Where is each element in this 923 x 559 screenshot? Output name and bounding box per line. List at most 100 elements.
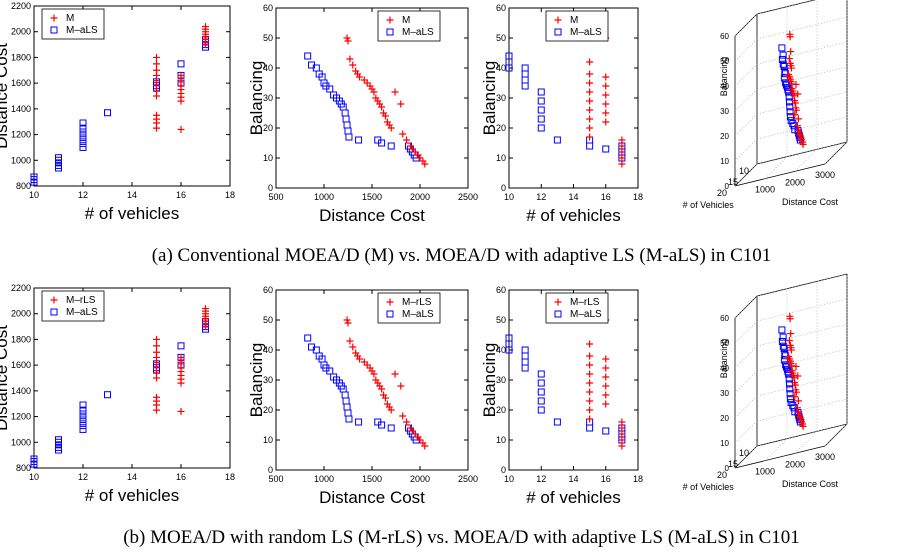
legend-label-1: M–rLS <box>66 295 96 306</box>
x-tick-label: 10 <box>29 472 39 482</box>
legend-label-2: M–aLS <box>570 309 602 320</box>
vehicle-tick-label: 10 <box>739 448 749 458</box>
y-tick-label: 60 <box>496 3 506 13</box>
y-axis-label: Balancing <box>719 57 729 97</box>
x-axis-label: # of vehicles <box>85 486 180 505</box>
y-axis-label: Balancing <box>247 343 266 418</box>
y-tick-label: 0 <box>268 183 273 193</box>
x-tick-label: 16 <box>176 190 186 200</box>
panel-a-2: 500 1000 1500 2000 25000102030405060Distance… <box>247 3 478 225</box>
y-tick-label: 1800 <box>11 52 31 62</box>
x-tick-label: 10 <box>504 192 514 202</box>
x-tick-label: 12 <box>536 474 546 484</box>
legend-label-1: M <box>570 15 578 26</box>
x-tick-label: 1000 <box>314 192 334 202</box>
x-tick-label: 18 <box>225 190 235 200</box>
y-tick-label: 60 <box>263 3 273 13</box>
x-axis-label: Distance Cost <box>319 206 425 225</box>
grid-line <box>735 396 757 418</box>
x-axis-label: Distance Cost <box>319 488 425 507</box>
y-tick-label: 50 <box>496 33 506 43</box>
legend: M–rLSM–aLS <box>42 291 104 321</box>
caption-a: (a) Conventional MOEA/D (M) vs. MOEA/D w… <box>0 245 923 267</box>
grid-line <box>757 324 847 346</box>
grid-line <box>765 157 787 179</box>
grid-line <box>757 67 847 89</box>
x-tick-label: 3000 <box>815 452 835 462</box>
legend-label-1: M–rLS <box>570 297 600 308</box>
y-tick-label: 10 <box>496 435 506 445</box>
axis-edge <box>757 0 847 14</box>
grid-line <box>735 321 757 343</box>
x-tick-label: 1000 <box>755 185 775 195</box>
panel-b-1: 10 12 14 16 18 800 1000 1200 1400 1600 1800 2000 220… <box>0 283 235 505</box>
x-tick-label: 500 <box>268 474 283 484</box>
grid-line <box>795 431 817 453</box>
grid-line <box>765 439 787 461</box>
grid-line <box>757 17 847 39</box>
legend-label-1: M <box>402 15 410 26</box>
grid-line <box>757 42 847 64</box>
y-tick-label: 1000 <box>11 155 31 165</box>
x-tick-label: 2000 <box>785 177 805 187</box>
panel-b-2: 500 1000 1500 2000 25000102030405060Distance… <box>247 285 478 507</box>
x-tick-label: 16 <box>601 474 611 484</box>
x-tick-label: 16 <box>176 472 186 482</box>
x-tick-label: 2000 <box>785 459 805 469</box>
grid-line <box>757 92 847 114</box>
y-tick-label: 60 <box>496 285 506 295</box>
y-tick-label: 2000 <box>11 309 31 319</box>
vehicle-tick-label: 10 <box>739 166 749 176</box>
x-tick-label: 10 <box>29 190 39 200</box>
legend-label-1: M–rLS <box>402 297 432 308</box>
point-plus <box>787 330 794 337</box>
y-axis-label: Balancing <box>719 339 729 379</box>
point-square <box>779 45 785 51</box>
y-tick-label: 800 <box>16 181 31 191</box>
legend: MM–aLS <box>546 11 608 41</box>
z-tick-label: 20 <box>720 132 729 141</box>
point-plus <box>786 337 793 344</box>
grid-line <box>735 64 757 86</box>
y-tick-label: 800 <box>16 463 31 473</box>
vehicle-tick-label: 20 <box>717 470 727 480</box>
y-tick-label: 10 <box>263 435 273 445</box>
z-tick-label: 10 <box>720 439 729 448</box>
x-tick-label: 2500 <box>458 192 478 202</box>
grid-line <box>735 39 757 61</box>
x-tick-label: 18 <box>633 192 643 202</box>
x-tick-label: 1500 <box>362 474 382 484</box>
x-tick-label: 1000 <box>755 467 775 477</box>
point-square <box>779 327 785 333</box>
legend-label-2: M–aLS <box>402 309 434 320</box>
y-axis-label: Distance Cost <box>0 325 11 431</box>
z-tick-label: 30 <box>720 107 729 116</box>
x-tick-label: 14 <box>568 474 578 484</box>
z-tick-label: 60 <box>720 32 729 41</box>
x-tick-label: 18 <box>633 474 643 484</box>
y-axis-label: Distance Cost <box>0 43 11 149</box>
panel-b-3: 10 12 14 16 180102030405060# of vehiclesBala… <box>480 285 643 507</box>
panel-a-1: 10 12 14 16 18800100012001400160018002000220… <box>0 1 235 223</box>
grid-line <box>757 0 847 14</box>
y-tick-label: 2200 <box>11 1 31 11</box>
y-tick-label: 1400 <box>11 104 31 114</box>
legend: MM–aLS <box>42 9 104 39</box>
legend-label-2: M–aLS <box>66 307 98 318</box>
x-tick-label: 2000 <box>410 192 430 202</box>
grid-line <box>735 421 757 443</box>
x-axis-label: # of vehicles <box>85 204 180 223</box>
y-axis-label: Balancing <box>480 61 499 136</box>
grid-line <box>735 114 757 136</box>
x-tick-label: 10 <box>504 474 514 484</box>
y-tick-label: 60 <box>263 285 273 295</box>
z-tick-label: 10 <box>720 157 729 166</box>
grid-line <box>757 349 847 371</box>
legend-label-2: M–aLS <box>66 25 98 36</box>
grid-line <box>795 149 817 171</box>
y-tick-label: 1200 <box>11 412 31 422</box>
x-tick-label: 2500 <box>458 474 478 484</box>
x-axis-label: Distance Cost <box>782 479 839 489</box>
